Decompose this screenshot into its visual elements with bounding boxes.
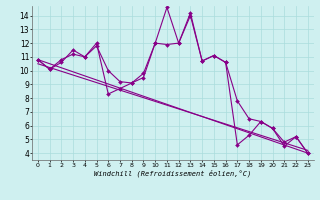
- X-axis label: Windchill (Refroidissement éolien,°C): Windchill (Refroidissement éolien,°C): [94, 169, 252, 177]
